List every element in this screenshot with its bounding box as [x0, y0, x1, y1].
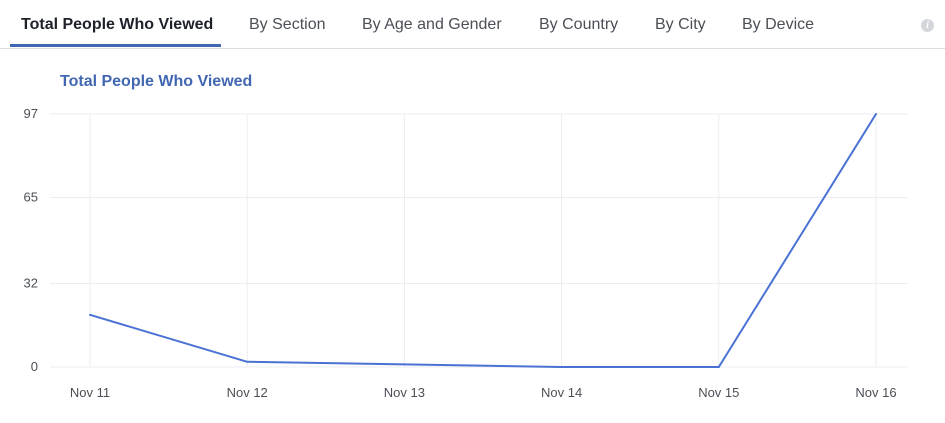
data-point[interactable]	[717, 366, 720, 368]
tab-by-device[interactable]: By Device	[742, 16, 815, 33]
x-tick-label: Nov 16	[855, 385, 896, 400]
x-tick-label: Nov 15	[698, 385, 739, 400]
x-axis-ticks: Nov 11 Nov 12 Nov 13 Nov 14 Nov 15 Nov 16	[70, 385, 897, 400]
info-icon[interactable]: i	[921, 19, 934, 32]
y-tick-label: 65	[24, 189, 38, 204]
data-point[interactable]	[875, 113, 877, 115]
data-point[interactable]	[89, 313, 91, 316]
tab-bar: Total People Who Viewed By Section By Ag…	[0, 0, 945, 49]
tab-total-people-who-viewed[interactable]: Total People Who Viewed	[21, 16, 214, 33]
y-axis-ticks: 0 32 65 97	[24, 106, 38, 374]
active-tab-indicator	[10, 44, 221, 47]
y-tick-label: 32	[24, 276, 38, 291]
tab-by-city[interactable]: By City	[655, 16, 706, 33]
chart-title: Total People Who Viewed	[60, 73, 253, 90]
chart-grid	[50, 113, 907, 368]
y-tick-label: 0	[31, 359, 38, 374]
x-tick-label: Nov 11	[70, 385, 110, 400]
data-point[interactable]	[246, 360, 249, 363]
tab-by-section[interactable]: By Section	[249, 16, 326, 33]
x-tick-label: Nov 12	[227, 385, 268, 400]
data-point[interactable]	[560, 366, 563, 368]
tab-by-age-and-gender[interactable]: By Age and Gender	[362, 16, 502, 33]
data-point[interactable]	[403, 363, 406, 366]
chart-series	[89, 113, 877, 368]
x-tick-label: Nov 13	[384, 385, 425, 400]
series-line	[89, 113, 877, 368]
x-tick-label: Nov 14	[541, 385, 582, 400]
tab-by-country[interactable]: By Country	[539, 16, 619, 33]
y-tick-label: 97	[24, 106, 38, 121]
